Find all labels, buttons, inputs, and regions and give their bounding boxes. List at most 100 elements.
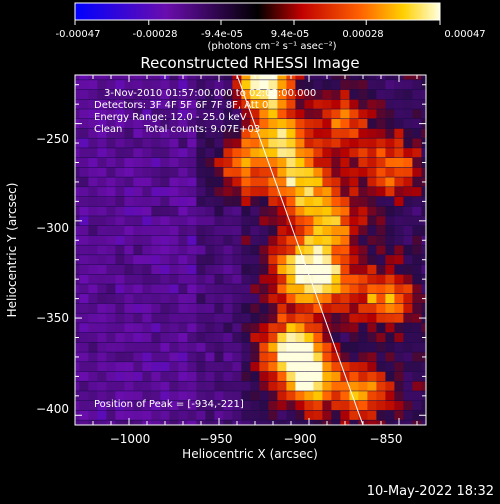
heatmap-cell [214,128,224,138]
heatmap-cell [412,128,422,138]
heatmap-cell [250,294,260,304]
heatmap-cell [160,148,170,158]
heatmap-cell [331,381,341,391]
heatmap-cell [304,362,314,372]
heatmap-cell [358,274,368,284]
heatmap-cell [304,187,314,197]
heatmap-cell [358,89,368,100]
heatmap-cell [97,225,107,236]
heatmap-cell [268,128,278,138]
heatmap-cell [349,371,359,381]
heatmap-cell [133,119,143,129]
heatmap-cell [394,187,404,197]
heatmap-cell [376,264,386,275]
heatmap-cell [421,148,426,158]
heatmap-cell [358,216,368,226]
heatmap-cell [385,371,395,381]
heatmap-cell [178,89,188,100]
heatmap-cell [169,323,179,333]
heatmap-cell [88,352,98,362]
heatmap-cell [340,284,350,294]
heatmap-cell [331,109,341,119]
heatmap-cell [304,284,314,294]
heatmap-cell [106,255,116,265]
heatmap-cell [304,303,314,313]
heatmap-cell [223,167,233,177]
heatmap-cell [169,294,179,304]
heatmap-cell [295,294,305,304]
heatmap-cell [403,362,413,372]
heatmap-cell [313,138,323,148]
heatmap-cell [187,235,197,245]
heatmap-cell [412,342,422,352]
heatmap-cell [376,391,386,401]
heatmap-cell [340,294,350,304]
heatmap-cell [295,332,305,343]
heatmap-cell [358,332,368,343]
heatmap-cell [187,119,197,129]
heatmap-cell [340,109,350,119]
heatmap-cell [349,128,359,138]
heatmap-cell [88,89,98,100]
heatmap-cell [358,157,368,168]
heatmap-cell [241,196,251,206]
heatmap-cell [205,109,215,119]
heatmap-cell [160,157,170,168]
heatmap-cell [376,274,386,284]
heatmap-cell [394,284,404,294]
heatmap-cell [232,255,242,265]
heatmap-cell [160,284,170,294]
heatmap-cell [403,99,413,109]
heatmap-cell [322,303,332,313]
heatmap-cell [223,332,233,343]
heatmap-cell [142,342,152,352]
heatmap-cell [295,119,305,129]
heatmap-cell [115,274,125,284]
heatmap-cell [322,225,332,236]
heatmap-cell [115,138,125,148]
heatmap-cell [340,400,350,411]
heatmap-cell [331,99,341,109]
heatmap-cell [358,119,368,129]
heatmap-cell [88,303,98,313]
heatmap-cell [277,294,287,304]
heatmap-cell [124,148,134,158]
heatmap-cell [277,274,287,284]
heatmap-cell [340,216,350,226]
heatmap-cell [214,119,224,129]
heatmap-cell [79,284,89,294]
heatmap-cell [349,420,359,425]
heatmap-cell [223,264,233,275]
heatmap-cell [421,75,426,80]
heatmap-cell [358,128,368,138]
heatmap-cell [277,128,287,138]
heatmap-cell [358,323,368,333]
heatmap-cell [304,196,314,206]
heatmap-cell [232,187,242,197]
heatmap-cell [331,225,341,236]
heatmap-cell [250,371,260,381]
heatmap-cell [142,119,152,129]
heatmap-cell [421,109,426,119]
heatmap-cell [385,235,395,245]
heatmap-cell [133,323,143,333]
heatmap-cell [313,196,323,206]
heatmap-cell [178,313,188,323]
heatmap-cell [403,119,413,129]
heatmap-cell [160,128,170,138]
heatmap-cell [88,245,98,255]
heatmap-cell [133,400,143,411]
heatmap-cell [340,157,350,168]
heatmap-cell [277,352,287,362]
heatmap-cell [259,167,269,177]
heatmap-cell [322,177,332,187]
heatmap-cell [331,294,341,304]
heatmap-cell [340,313,350,323]
heatmap-cell [142,206,152,216]
heatmap-cell [259,391,269,401]
heatmap-cell [133,245,143,255]
heatmap-cell [79,303,89,313]
heatmap-cell [385,138,395,148]
heatmap-cell [349,216,359,226]
heatmap-cell [106,245,116,255]
